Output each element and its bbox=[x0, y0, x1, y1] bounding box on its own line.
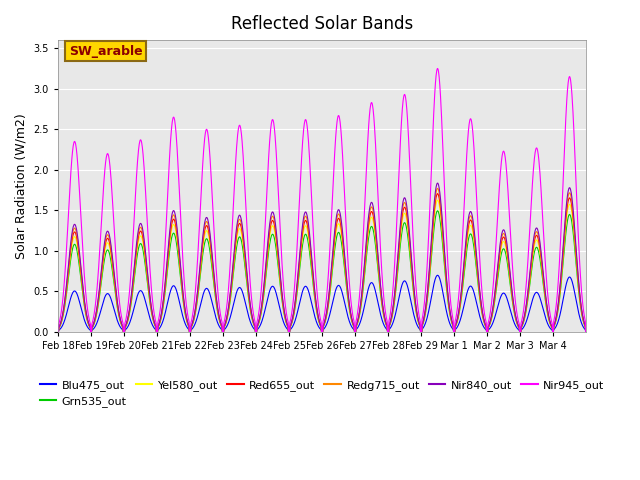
Redg715_out bbox=[524, 290, 532, 296]
Grn535_out bbox=[575, 296, 583, 301]
Red655_out bbox=[582, 329, 590, 335]
Redg715_out bbox=[298, 231, 306, 237]
Line: Redg715_out: Redg715_out bbox=[58, 188, 586, 332]
Nir840_out bbox=[434, 180, 442, 186]
Nir945_out bbox=[137, 137, 145, 143]
Yel580_out bbox=[447, 313, 454, 319]
Redg715_out bbox=[308, 260, 316, 265]
Grn535_out bbox=[137, 240, 145, 246]
Text: SW_arable: SW_arable bbox=[68, 45, 142, 58]
Nir945_out bbox=[54, 329, 62, 335]
Blu475_out bbox=[137, 288, 145, 293]
Nir840_out bbox=[447, 312, 454, 317]
Line: Nir840_out: Nir840_out bbox=[58, 183, 586, 332]
Redg715_out bbox=[54, 329, 62, 335]
Grn535_out bbox=[298, 246, 306, 252]
Nir840_out bbox=[575, 288, 583, 294]
Nir840_out bbox=[524, 289, 532, 295]
Nir840_out bbox=[308, 257, 316, 263]
Nir945_out bbox=[308, 202, 316, 208]
Nir840_out bbox=[54, 329, 62, 335]
Yel580_out bbox=[308, 265, 316, 271]
Yel580_out bbox=[298, 239, 306, 245]
Yel580_out bbox=[434, 197, 442, 203]
Y-axis label: Solar Radiation (W/m2): Solar Radiation (W/m2) bbox=[15, 113, 28, 259]
Nir840_out bbox=[298, 228, 306, 233]
Nir945_out bbox=[582, 329, 590, 335]
Legend: Blu475_out, Grn535_out, Yel580_out, Red655_out, Redg715_out, Nir840_out, Nir945_: Blu475_out, Grn535_out, Yel580_out, Red6… bbox=[35, 375, 609, 412]
Nir945_out bbox=[524, 258, 532, 264]
Nir945_out bbox=[434, 66, 442, 72]
Red655_out bbox=[447, 313, 454, 319]
Grn535_out bbox=[524, 296, 532, 302]
Nir840_out bbox=[582, 329, 590, 335]
Redg715_out bbox=[434, 185, 442, 191]
Redg715_out bbox=[582, 329, 590, 335]
Nir840_out bbox=[137, 220, 145, 226]
Red655_out bbox=[137, 228, 145, 234]
Line: Yel580_out: Yel580_out bbox=[58, 200, 586, 332]
Red655_out bbox=[298, 235, 306, 240]
Redg715_out bbox=[137, 224, 145, 230]
Blu475_out bbox=[308, 302, 316, 308]
Yel580_out bbox=[137, 233, 145, 239]
Red655_out bbox=[524, 292, 532, 298]
Grn535_out bbox=[582, 329, 590, 335]
Redg715_out bbox=[447, 312, 454, 318]
Redg715_out bbox=[575, 290, 583, 296]
Blu475_out bbox=[582, 329, 590, 335]
Blu475_out bbox=[54, 329, 62, 335]
Red655_out bbox=[54, 329, 62, 335]
Line: Blu475_out: Blu475_out bbox=[58, 276, 586, 332]
Red655_out bbox=[308, 263, 316, 268]
Grn535_out bbox=[447, 315, 454, 321]
Red655_out bbox=[434, 191, 442, 196]
Line: Nir945_out: Nir945_out bbox=[58, 69, 586, 332]
Yel580_out bbox=[54, 329, 62, 335]
Blu475_out bbox=[434, 273, 442, 278]
Title: Reflected Solar Bands: Reflected Solar Bands bbox=[231, 15, 413, 33]
Blu475_out bbox=[524, 314, 532, 320]
Grn535_out bbox=[308, 271, 316, 276]
Yel580_out bbox=[575, 293, 583, 299]
Red655_out bbox=[575, 291, 583, 297]
Nir945_out bbox=[447, 298, 454, 304]
Grn535_out bbox=[54, 329, 62, 335]
Grn535_out bbox=[434, 208, 442, 214]
Blu475_out bbox=[575, 313, 583, 319]
Line: Grn535_out: Grn535_out bbox=[58, 211, 586, 332]
Yel580_out bbox=[524, 293, 532, 299]
Yel580_out bbox=[582, 329, 590, 335]
Nir945_out bbox=[298, 149, 306, 155]
Blu475_out bbox=[298, 290, 306, 296]
Line: Red655_out: Red655_out bbox=[58, 193, 586, 332]
Blu475_out bbox=[447, 323, 454, 328]
Nir945_out bbox=[575, 257, 583, 263]
